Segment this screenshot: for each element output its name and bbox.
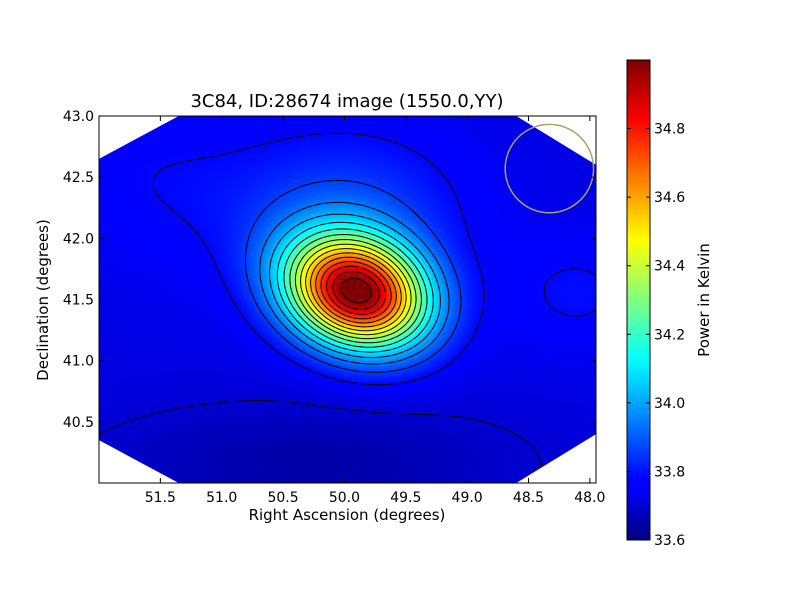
contour-line [305, 248, 407, 332]
colorbar [626, 59, 651, 541]
colorbar-tick-label: 33.8 [654, 464, 685, 480]
colorbar-tick-label: 34.0 [654, 396, 685, 412]
contour-line [289, 234, 422, 344]
x-axis-label: Right Ascension (degrees) [249, 506, 446, 524]
colorbar-tick-label: 34.6 [654, 190, 685, 206]
x-tick-label: 49.5 [390, 490, 421, 506]
y-tick-label: 41.5 [63, 293, 94, 309]
y-axis-ticks: 40.5 41.0 41.5 42.0 42.5 43.0 [63, 109, 596, 431]
x-tick-label: 49.0 [452, 490, 483, 506]
contour-lines [99, 132, 596, 483]
blank-corner [516, 434, 596, 483]
contour-line [294, 239, 417, 340]
contour-line [259, 201, 450, 365]
colorbar-tick-label: 34.4 [654, 259, 685, 275]
x-tick-label: 50.0 [329, 490, 360, 506]
contour-line [310, 252, 402, 328]
contour-line [300, 243, 412, 336]
x-tick-label: 51.0 [206, 490, 237, 506]
contour-line [332, 271, 380, 310]
y-tick-label: 43.0 [63, 109, 94, 125]
colorbar-label: Power in Kelvin [695, 243, 713, 357]
x-tick-label: 48.0 [574, 490, 605, 506]
blank-corners [99, 116, 596, 483]
y-tick-label: 42.0 [63, 231, 94, 247]
x-tick-label: 51.5 [145, 490, 176, 506]
colorbar-tick-label: 33.6 [654, 533, 685, 549]
y-axis-label: Declination (degrees) [34, 219, 52, 381]
contour-line [276, 221, 434, 353]
y-tick-label: 42.5 [63, 170, 94, 186]
x-tick-label: 50.5 [267, 490, 298, 506]
colorbar-ticks: 33.6 33.8 34.0 34.2 34.4 34.6 34.8 [627, 122, 685, 549]
contour-line [315, 256, 397, 324]
contour-line [320, 261, 392, 320]
x-tick-label: 48.5 [513, 490, 544, 506]
y-tick-label: 41.0 [63, 354, 94, 370]
contour-line [283, 228, 428, 348]
colorbar-tick-label: 34.8 [654, 122, 685, 138]
contour-line [152, 132, 596, 386]
blank-corner [99, 116, 179, 159]
contour-line [340, 277, 372, 304]
contour-line [245, 180, 462, 373]
x-axis-ticks: 51.5 51.0 50.5 50.0 49.5 49.0 48.5 48.0 [145, 116, 605, 506]
beam-circle [504, 123, 595, 214]
y-tick-label: 40.5 [63, 415, 94, 431]
contour-line [269, 213, 441, 359]
contour-line [326, 265, 387, 315]
chart-title: 3C84, ID:28674 image (1550.0,YY) [190, 91, 503, 112]
blank-corner [99, 440, 179, 483]
colorbar-tick-label: 34.2 [654, 327, 685, 343]
blank-corner [516, 116, 596, 165]
